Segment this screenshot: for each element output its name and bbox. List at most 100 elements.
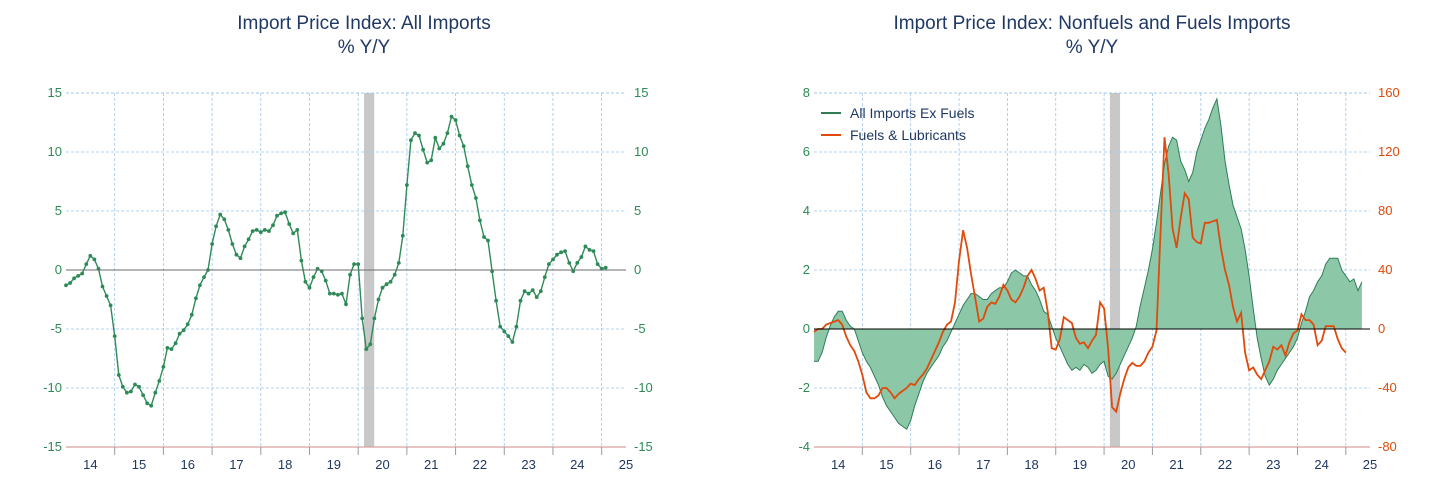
x-tick-label: 14 [83, 457, 97, 472]
x-tick-label: 23 [521, 457, 535, 472]
data-point [421, 147, 425, 152]
data-point [189, 312, 194, 317]
data-point [141, 393, 146, 397]
data-point [258, 230, 263, 235]
data-point [173, 341, 178, 346]
data-point [413, 131, 417, 136]
data-point [547, 262, 551, 266]
data-point [433, 135, 438, 140]
data-point [283, 210, 287, 215]
y-tick-label-right: 80 [1378, 203, 1392, 218]
x-tick-label: 24 [1314, 457, 1328, 472]
y-tick-label-right: -5 [634, 321, 646, 336]
y-tick-label-left: -5 [50, 321, 62, 336]
chart-title: Import Price Index: All Imports % Y/Y [0, 12, 728, 60]
data-point [84, 262, 89, 266]
data-point [181, 328, 186, 333]
x-tick-label: 17 [229, 457, 243, 472]
data-point [360, 316, 365, 321]
data-point [587, 248, 592, 252]
data-point [400, 233, 405, 238]
x-tick-label: 18 [1024, 457, 1038, 472]
x-tick-label: 18 [278, 457, 292, 472]
data-point [194, 296, 198, 301]
y-tick-label-left: -15 [43, 439, 62, 454]
y-tick-label-left: -10 [43, 380, 62, 395]
data-point [303, 279, 308, 284]
data-point [555, 252, 559, 257]
x-tick-label: 19 [1073, 457, 1087, 472]
series-line [813, 137, 1347, 414]
x-tick-label: 21 [1169, 457, 1183, 472]
data-point [129, 389, 133, 394]
data-point [76, 274, 81, 278]
y-tick-label-right: 0 [634, 262, 641, 277]
data-point [542, 275, 547, 279]
data-point [234, 252, 239, 257]
x-tick-label: 20 [375, 457, 389, 472]
data-point [494, 298, 498, 303]
data-point [409, 138, 413, 143]
data-point [449, 114, 454, 119]
x-tick-label: 15 [879, 457, 893, 472]
data-point [348, 272, 352, 277]
data-point [327, 291, 332, 296]
data-point [486, 238, 490, 243]
data-point [108, 303, 113, 308]
data-point [551, 257, 555, 262]
y-tick-label-right: 0 [1378, 321, 1385, 336]
line-chart-all-imports: 14 15 16 17 18 19 20 21 22 23 24 25 15 10 5 0 -5 -10 -15 15… [43, 85, 653, 472]
data-point [262, 228, 267, 232]
data-point [461, 144, 466, 149]
data-point [575, 261, 580, 265]
data-point [376, 297, 381, 302]
chart-subtitle-line: % Y/Y [1065, 37, 1119, 58]
data-point [425, 160, 430, 165]
y-tick-label-right: 5 [634, 203, 641, 218]
data-point [591, 249, 596, 254]
data-point [364, 347, 369, 351]
data-point [161, 364, 166, 369]
chart-panel-all-imports: Import Price Index: All Imports % Y/Y 14… [0, 12, 728, 472]
data-point [445, 131, 450, 136]
data-point [214, 224, 219, 229]
y-tick-label-left: 5 [55, 203, 62, 218]
data-point [68, 281, 72, 285]
data-point [125, 390, 129, 395]
y-tick-label-right: -15 [634, 439, 653, 454]
y-tick-label-left: -4 [798, 439, 810, 454]
data-point [506, 334, 511, 338]
data-point [185, 322, 190, 327]
data-point [429, 158, 434, 163]
data-point [169, 347, 174, 351]
data-point [469, 183, 474, 187]
data-point [104, 294, 109, 298]
data-point [254, 228, 259, 232]
data-point [579, 255, 584, 259]
x-tick-label: 25 [1363, 457, 1377, 472]
data-point [530, 288, 535, 292]
x-tick-label: 19 [327, 457, 341, 472]
y-tick-label-right: 120 [1378, 144, 1400, 159]
x-tick-label: 21 [424, 457, 438, 472]
data-point [88, 253, 93, 258]
data-point [64, 283, 68, 288]
x-tick-label: 15 [132, 457, 146, 472]
chart-title-line: Import Price Index: All Imports [237, 13, 491, 34]
data-point [311, 275, 316, 279]
data-point [583, 244, 588, 249]
data-point [340, 291, 344, 296]
x-tick-label: 20 [1121, 457, 1135, 472]
data-point [453, 118, 458, 122]
data-point [137, 384, 141, 389]
data-point [157, 379, 162, 383]
data-point [567, 261, 572, 265]
data-point [478, 218, 482, 223]
x-tick-label: 16 [928, 457, 942, 472]
data-point [307, 285, 312, 290]
data-point [368, 342, 373, 347]
data-point [417, 133, 421, 138]
data-point [100, 284, 105, 289]
data-point [380, 285, 385, 290]
data-point [441, 141, 446, 146]
